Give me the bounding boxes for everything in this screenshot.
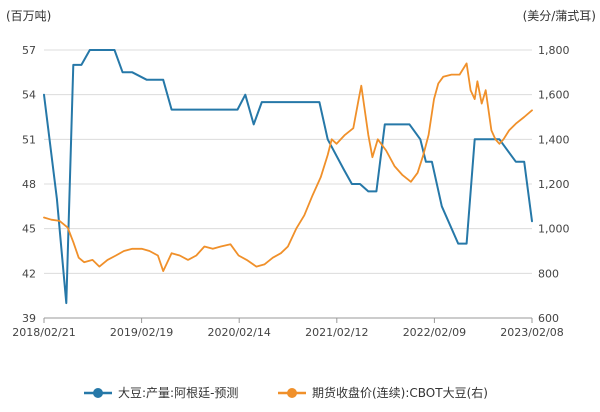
legend: 大豆:产量:阿根廷-预测 期货收盘价(连续):CBOT大豆(右)	[84, 385, 488, 400]
x-tick-label: 2023/02/08	[500, 326, 563, 339]
grid-lines	[44, 49, 532, 274]
right-y-tick-label: 1,400	[538, 133, 570, 146]
legend-item-cbot-price[interactable]: 期货收盘价(连续):CBOT大豆(右)	[278, 385, 488, 400]
x-tick-labels: 2018/02/21 2019/02/19 2020/02/14 2021/02/12…	[12, 326, 563, 339]
x-tick-label: 2021/02/12	[305, 326, 368, 339]
right-y-tick-labels: 600 800 1,000 1,200 1,400 1,600 1,800	[538, 44, 570, 325]
left-y-tick-labels: 39 42 45 48 51 54 57	[22, 44, 36, 325]
right-axis-unit: (美分/蒲式耳)	[523, 9, 596, 23]
x-tick-label: 2022/02/09	[403, 326, 466, 339]
left-y-tick-label: 51	[22, 133, 36, 146]
right-y-tick-label: 600	[538, 312, 559, 325]
legend-marker-cbot-price	[287, 388, 297, 398]
left-y-tick-label: 48	[22, 178, 36, 191]
series-lines	[43, 49, 533, 305]
right-y-tick-label: 1,800	[538, 44, 570, 57]
legend-label-cbot-price: 期货收盘价(连续):CBOT大豆(右)	[312, 385, 488, 400]
left-y-tick-label: 54	[22, 89, 36, 102]
series-line-cbot-price	[43, 62, 533, 273]
legend-label-production: 大豆:产量:阿根廷-预测	[118, 386, 238, 400]
x-tick-label: 2020/02/14	[207, 326, 270, 339]
x-tick-label: 2018/02/21	[12, 326, 75, 339]
right-y-tick-label: 1,600	[538, 89, 570, 102]
left-y-tick-label: 45	[22, 223, 36, 236]
right-y-tick-label: 800	[538, 267, 559, 280]
legend-marker-production	[93, 388, 103, 398]
right-y-tick-label: 1,000	[538, 223, 570, 236]
right-y-tick-label: 1,200	[538, 178, 570, 191]
left-axis-unit: (百万吨)	[6, 9, 51, 23]
axes	[43, 317, 533, 323]
series-line-production	[43, 49, 533, 305]
left-y-tick-label: 39	[22, 312, 36, 325]
x-tick-label: 2019/02/19	[110, 326, 173, 339]
legend-item-production[interactable]: 大豆:产量:阿根廷-预测	[84, 386, 238, 400]
left-y-tick-label: 57	[22, 44, 36, 57]
left-y-tick-label: 42	[22, 267, 36, 280]
